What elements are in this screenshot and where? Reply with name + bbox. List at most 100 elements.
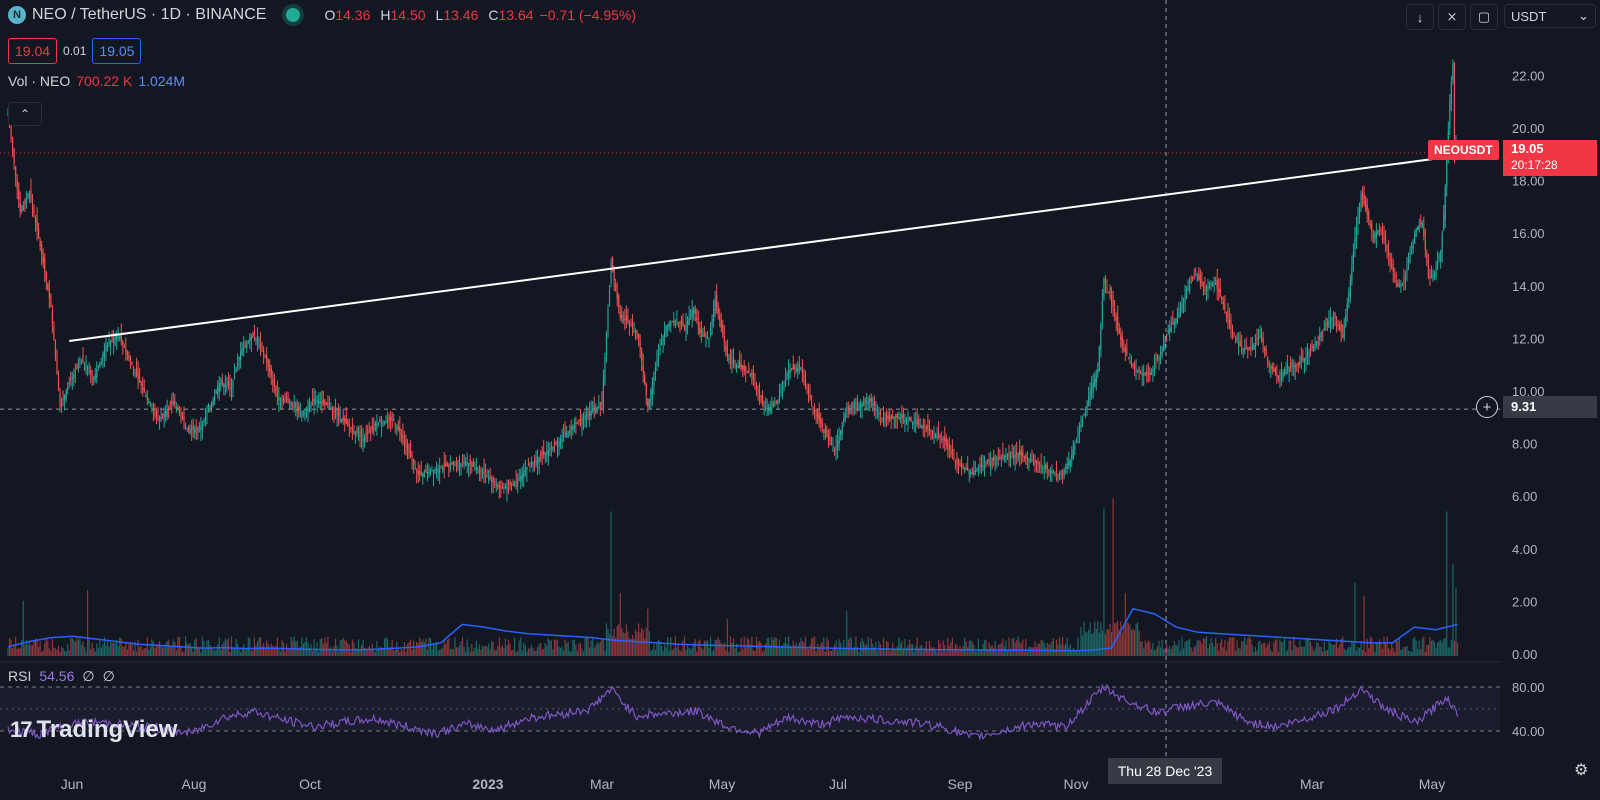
volume-bar: [1438, 640, 1440, 656]
volume-bar: [140, 646, 142, 656]
candle-body: [65, 391, 67, 399]
candle-body: [783, 382, 785, 385]
open-value: 14.36: [335, 7, 371, 23]
candle-body: [950, 452, 952, 454]
plus-icon: +: [1482, 398, 1492, 416]
candle-body: [1034, 459, 1036, 463]
candle-body: [1288, 366, 1290, 372]
candle-body: [454, 464, 456, 466]
candle-body: [1107, 291, 1110, 293]
screenshot-button[interactable]: ▢: [1470, 4, 1498, 30]
candle-body: [1357, 216, 1359, 224]
candle-body: [1335, 321, 1338, 323]
candle-body: [582, 417, 585, 420]
volume-bar: [1207, 648, 1209, 656]
download-button[interactable]: ↓: [1406, 4, 1434, 30]
volume-bar: [1342, 636, 1344, 656]
settings-gear-icon[interactable]: ⚙: [1574, 762, 1589, 779]
volume-bar: [769, 645, 771, 656]
volume-bar: [1230, 637, 1232, 656]
candle-body: [1417, 226, 1419, 231]
volume-bar: [602, 640, 605, 656]
volume-bar: [1124, 592, 1126, 656]
candle-body: [1381, 230, 1384, 236]
volume-bar: [636, 632, 638, 656]
volume-bar: [1181, 636, 1183, 656]
candle-body: [552, 446, 554, 450]
candle-body: [1254, 342, 1257, 349]
buy-button[interactable]: 19.05: [92, 38, 142, 64]
candle-body: [1345, 314, 1347, 326]
volume-bar: [435, 641, 438, 656]
candle-body: [1095, 374, 1097, 384]
fullscreen-button[interactable]: ⨯: [1438, 4, 1466, 30]
volume-bar: [1358, 648, 1361, 656]
candle-body: [21, 208, 23, 212]
candle-body: [1054, 472, 1056, 476]
volume-bar: [823, 637, 825, 656]
volume-bar: [83, 647, 86, 656]
candle-body: [437, 468, 439, 473]
volume-bar: [911, 644, 914, 656]
volume-bar: [1086, 632, 1088, 656]
time-tick-label: May: [1419, 776, 1445, 792]
volume-bar: [716, 639, 718, 656]
volume-bar: [88, 637, 90, 656]
volume-bar: [855, 636, 857, 656]
volume-bar: [524, 644, 526, 656]
volume-bar: [1241, 641, 1243, 656]
candle-body: [604, 356, 606, 383]
candle-body: [221, 379, 223, 384]
volume-bar: [933, 647, 935, 656]
candle-body: [1231, 330, 1234, 334]
candle-body: [781, 387, 784, 389]
candle-body: [647, 398, 649, 407]
collapse-legend-button[interactable]: ⌃: [8, 102, 42, 126]
volume-bar: [815, 651, 817, 656]
sell-button[interactable]: 19.04: [8, 38, 58, 64]
volume-bar: [339, 640, 341, 656]
volume-bar: [639, 632, 641, 656]
volume-bar: [16, 649, 18, 656]
candle-body: [1358, 204, 1361, 217]
currency-select[interactable]: USDT ⌄: [1504, 4, 1596, 28]
volume-bar: [1248, 636, 1250, 656]
candle-body: [342, 416, 344, 421]
symbol-title[interactable]: NEO / TetherUS · 1D · BINANCE: [32, 6, 267, 23]
volume-bar: [334, 638, 337, 656]
candle-body: [671, 321, 673, 323]
volume-bar: [42, 650, 44, 656]
volume-legend[interactable]: Vol · NEO 700.22 K 1.024M: [8, 73, 185, 89]
candle-body: [488, 477, 490, 480]
candle-body: [703, 332, 706, 336]
candle-body: [650, 391, 652, 402]
candle-body: [752, 371, 755, 380]
candle-body: [113, 338, 115, 344]
candle-body: [905, 419, 908, 422]
candle-body: [128, 354, 130, 359]
candle-body: [60, 402, 63, 405]
volume-bar: [1293, 636, 1295, 656]
candle-body: [406, 443, 409, 450]
market-status-icon[interactable]: [286, 8, 301, 22]
volume-bar: [1071, 651, 1073, 656]
rsi-legend[interactable]: RSI 54.56 ∅ ∅: [8, 668, 115, 685]
candle-body: [547, 450, 549, 455]
volume-bar: [970, 639, 972, 656]
candle-body: [706, 336, 709, 338]
tradingview-logo[interactable]: 17 TradingView: [10, 716, 177, 744]
candle-body: [1414, 233, 1416, 244]
volume-bar: [1247, 638, 1249, 656]
volume-bar: [1138, 631, 1140, 656]
candle-body: [189, 430, 191, 435]
volume-bar: [968, 641, 970, 656]
volume-bar: [1198, 639, 1200, 656]
volume-bar: [679, 650, 681, 656]
candle-body: [204, 417, 207, 421]
volume-bar: [979, 649, 981, 656]
candle-body: [503, 487, 505, 489]
add-alert-button[interactable]: +: [1476, 396, 1498, 418]
candle-body: [872, 403, 874, 405]
volume-bar: [1032, 647, 1035, 656]
